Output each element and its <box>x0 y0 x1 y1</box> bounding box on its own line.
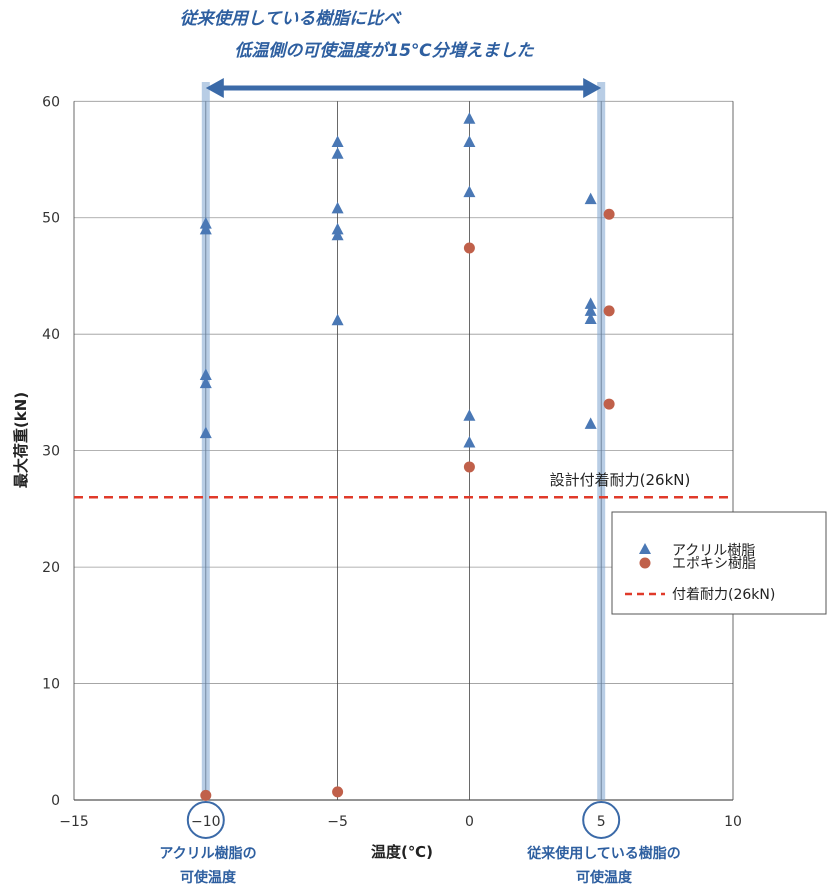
epoxy-point <box>463 242 475 254</box>
y-tick-label: 50 <box>42 211 60 227</box>
acrylic-point <box>199 426 212 439</box>
legend-epoxy-label: エポキシ樹脂 <box>672 556 756 572</box>
y-tick-label: 10 <box>42 677 60 693</box>
temperature-highlight-bands <box>186 78 621 839</box>
epoxy-point <box>332 786 344 798</box>
x-tick-label: −10 <box>191 814 221 830</box>
acrylic-point <box>463 435 476 448</box>
x-tick-label: −5 <box>327 814 348 830</box>
acrylic-point <box>463 185 476 198</box>
acrylic-point <box>463 112 476 124</box>
legend-acrylic-label: アクリル樹脂 <box>672 543 755 559</box>
right-callout-line1: 従来使用している樹脂の <box>526 845 681 862</box>
reference-line-label: 設計付着耐力(26kN) <box>550 471 691 489</box>
acrylic-point <box>199 217 212 229</box>
acrylic-point <box>584 304 597 316</box>
epoxy-point <box>200 789 212 801</box>
acrylic-point <box>331 228 344 241</box>
x-tick-labels: −15 −10 −5 0 5 10 <box>59 814 742 830</box>
legend: アクリル樹脂 エポキシ樹脂 付着耐力(26kN) <box>611 511 827 615</box>
acrylic-point <box>331 201 344 214</box>
epoxy-point <box>463 461 475 473</box>
annotation-top-line1: 従来使用している樹脂に比べ <box>180 9 402 29</box>
y-tick-label: 60 <box>42 94 60 110</box>
x-axis-title: 温度(℃) <box>371 843 433 861</box>
span-arrow-head-left <box>205 78 224 98</box>
x-tick-label: 0 <box>465 814 474 830</box>
y-tick-label: 20 <box>42 560 60 576</box>
left-callout-line1: アクリル樹脂の <box>159 845 256 862</box>
span-arrow-head-right <box>583 78 602 98</box>
acrylic-point <box>584 297 597 309</box>
acrylic-point <box>331 135 344 148</box>
highlight-band-left <box>201 82 210 800</box>
grid-lines <box>73 100 734 801</box>
right-callout-line2: 可使温度 <box>576 869 633 886</box>
data-points <box>199 112 615 801</box>
legend-epoxy-marker <box>639 557 651 569</box>
left-callout-line2: 可使温度 <box>180 869 237 886</box>
acrylic-point <box>584 417 597 429</box>
acrylic-point <box>331 147 344 159</box>
acrylic-point <box>331 222 344 235</box>
epoxy-point <box>603 398 615 410</box>
y-tick-label: 30 <box>42 444 60 460</box>
acrylic-point <box>463 135 476 148</box>
callout-circle-right <box>582 801 621 839</box>
acrylic-point <box>463 409 476 421</box>
acrylic-point <box>584 192 597 205</box>
x-tick-label: 5 <box>597 814 606 830</box>
legend-acrylic-marker <box>639 543 651 554</box>
acrylic-point <box>199 222 212 235</box>
y-tick-labels: 0 10 20 30 40 50 60 <box>42 94 60 809</box>
legend-refline-label: 付着耐力(26kN) <box>672 587 775 603</box>
acrylic-point <box>199 376 212 389</box>
acrylic-point <box>199 368 212 380</box>
x-tick-label: 10 <box>724 814 742 830</box>
epoxy-point <box>603 305 615 317</box>
epoxy-point <box>603 208 615 220</box>
acrylic-point <box>584 312 597 325</box>
y-axis-title: 最大荷重(kN) <box>12 392 30 488</box>
annotation-top-line2: 低温側の可使温度が15℃分増えました <box>234 41 534 61</box>
y-tick-label: 0 <box>51 793 60 809</box>
acrylic-point <box>331 313 344 326</box>
x-tick-label: −15 <box>59 814 89 830</box>
callout-circle-left <box>186 801 225 839</box>
reference-line-group: 設計付着耐力(26kN) <box>74 471 733 499</box>
y-tick-label: 40 <box>42 327 60 343</box>
highlight-band-right <box>597 82 606 800</box>
